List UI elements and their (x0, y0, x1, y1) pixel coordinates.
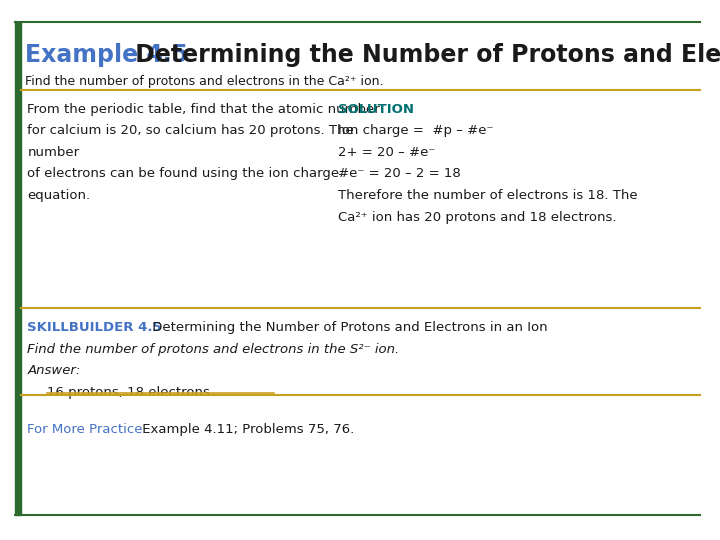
Text: From the periodic table, find that the atomic number: From the periodic table, find that the a… (27, 103, 380, 116)
Text: for calcium is 20, so calcium has 20 protons. The: for calcium is 20, so calcium has 20 pro… (27, 124, 354, 137)
Text: #e⁻ = 20 – 2 = 18: #e⁻ = 20 – 2 = 18 (338, 167, 461, 180)
Text: Determining the Number of Protons and Electrons in an Ion: Determining the Number of Protons and El… (148, 321, 547, 334)
Text: SKILLBUILDER 4.5: SKILLBUILDER 4.5 (27, 321, 162, 334)
Text: Example 4.11; Problems 75, 76.: Example 4.11; Problems 75, 76. (138, 423, 354, 436)
Text: SOLUTION: SOLUTION (338, 103, 415, 116)
Text: number: number (27, 146, 79, 159)
Text: For More Practice: For More Practice (27, 423, 143, 436)
Text: 16 protons, 18 electrons: 16 protons, 18 electrons (47, 386, 210, 399)
Text: Therefore the number of electrons is 18. The: Therefore the number of electrons is 18.… (338, 189, 638, 202)
Text: Find the number of protons and electrons in the S²⁻ ion.: Find the number of protons and electrons… (27, 343, 400, 356)
Text: 2+ = 20 – #e⁻: 2+ = 20 – #e⁻ (338, 146, 436, 159)
Text: Determining the Number of Protons and Electrons in an Ion: Determining the Number of Protons and El… (127, 43, 720, 67)
Text: Answer:: Answer: (27, 364, 81, 377)
Text: Find the number of protons and electrons in the Ca²⁺ ion.: Find the number of protons and electrons… (25, 75, 384, 87)
Text: equation.: equation. (27, 189, 91, 202)
Text: Ca²⁺ ion has 20 protons and 18 electrons.: Ca²⁺ ion has 20 protons and 18 electrons… (338, 211, 617, 224)
Bar (15, 22, 21, 515)
Text: of electrons can be found using the ion charge: of electrons can be found using the ion … (27, 167, 340, 180)
Text: Ion charge =  #p – #e⁻: Ion charge = #p – #e⁻ (338, 124, 494, 137)
Text: Example 4.5: Example 4.5 (25, 43, 189, 67)
